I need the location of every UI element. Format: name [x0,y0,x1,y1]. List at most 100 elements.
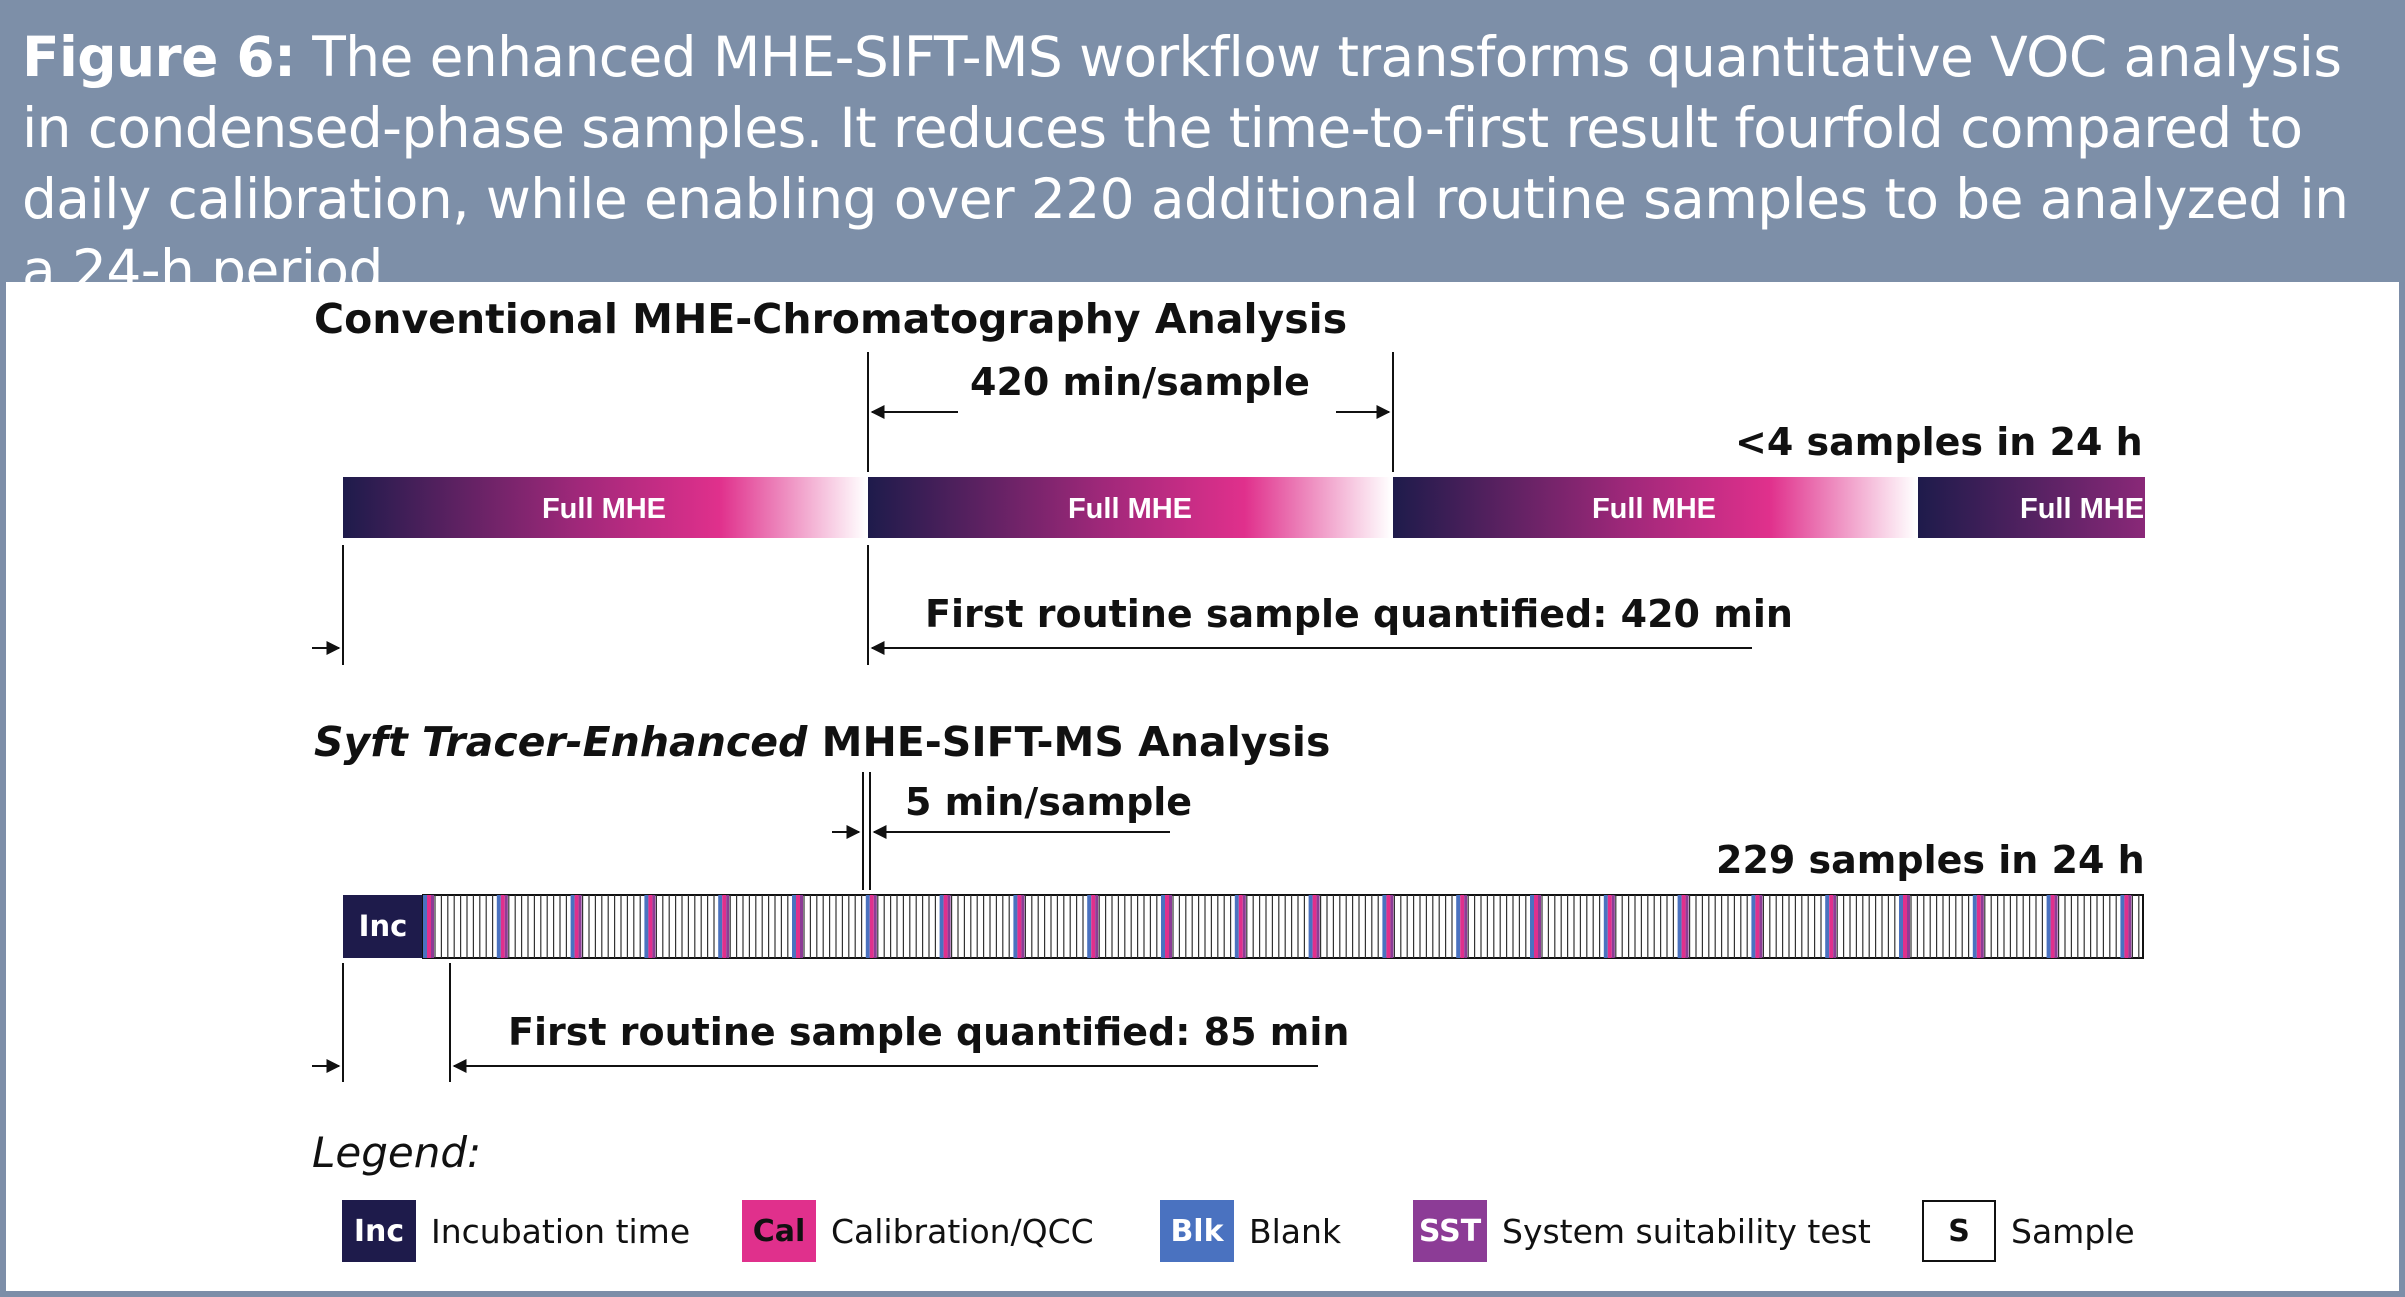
mhe-segment-2 [868,477,1391,538]
legend-swatch-cal: Cal [742,1200,816,1262]
conventional-per-sample: 420 min/sample [970,360,1310,404]
legend-swatch-blk: Blk [1160,1200,1234,1262]
sst-mark [873,895,877,958]
blank-mark [718,895,723,958]
blank-mark [1603,895,1608,958]
calibration-mark [1091,895,1096,958]
calibration-mark [1681,895,1686,958]
sst-mark [2054,895,2058,958]
mhe-segment-4 [1918,477,2145,538]
blank-mark [1382,895,1387,958]
calibration-mark [943,895,948,958]
legend-swatch-sample: S [1922,1200,1996,1262]
blank-mark [1161,895,1165,958]
calibration-mark [1460,895,1465,958]
sst-mark [947,895,951,958]
sift-dimensions [312,772,1318,1082]
sst-mark [1907,895,1910,958]
blank-mark [1530,895,1534,958]
blank-mark [496,895,501,958]
sst-mark [1759,895,1763,958]
sst-mark [1390,895,1394,958]
calibration-mark [1607,895,1612,958]
sst-mark [1538,895,1541,958]
blank-mark [1234,895,1239,958]
sst-mark [2128,895,2132,958]
calibration-mark [500,895,505,958]
mhe-label-1: Full MHE [542,493,666,525]
sst-mark [1464,895,1468,958]
calibration-mark [1386,895,1391,958]
legend-item-calibration: Cal Calibration/QCC [742,1200,1094,1262]
sift-title-rest: MHE-SIFT-MS Analysis [807,718,1331,766]
legend-swatch-inc: Inc [342,1200,416,1262]
legend-item-blank: Blk Blank [1160,1200,1341,1262]
calibration-mark [1829,895,1834,958]
calibration-mark [869,895,874,958]
incubation-label: Inc [359,909,408,943]
blank-mark [1456,895,1461,958]
calibration-mark [1165,895,1169,958]
sift-title-italic: Syft Tracer-Enhanced [314,718,808,766]
sst-mark [1021,895,1025,958]
calibration-mark [1903,895,1907,958]
blank-mark [792,895,796,958]
calibration-mark [1017,895,1022,958]
sst-mark [1242,895,1246,958]
blank-mark [1677,895,1682,958]
blank-mark [1825,895,1830,958]
sst-mark [504,895,508,958]
sift-bar: Inc [343,894,2144,959]
calibration-mark [1976,895,1981,958]
calibration-mark [796,895,800,958]
mhe-label-2: Full MHE [1068,493,1192,525]
sst-mark [431,895,434,958]
sst-mark [578,895,582,958]
calibration-mark [1238,895,1243,958]
conventional-first-result: First routine sample quantified: 420 min [925,592,1793,636]
sst-mark [1685,895,1689,958]
legend-label-sst: System suitability test [1502,1211,1871,1251]
incubation-block [343,895,423,958]
blank-mark [570,895,575,958]
blank-mark [1013,895,1018,958]
legend-label-cal: Calibration/QCC [831,1211,1094,1251]
calibration-mark [648,895,653,958]
mhe-label-4: Full MHE [2020,493,2144,525]
sst-mark [1169,895,1172,958]
caption-band: Figure 6: The enhanced MHE-SIFT-MS workf… [0,0,2405,302]
calibration-mark [722,895,727,958]
sift-first-result: First routine sample quantified: 85 min [508,1010,1350,1054]
calibration-mark [1312,895,1317,958]
mhe-segment-1 [343,477,866,538]
calibration-mark [2050,895,2055,958]
conventional-bar: Full MHE Full MHE Full MHE Full MHE [343,477,2145,538]
conventional-throughput: <4 samples in 24 h [1735,420,2143,464]
sst-mark [1611,895,1615,958]
legend-swatch-sst: SST [1413,1200,1487,1262]
blank-mark [1972,895,1977,958]
sst-mark [652,895,656,958]
conventional-dimensions [312,352,1752,665]
caption-text: The enhanced MHE-SIFT-MS workflow transf… [22,25,2349,302]
sst-mark [726,895,730,958]
sst-mark [800,895,803,958]
blank-mark [1899,895,1903,958]
sample-strip [422,894,2144,959]
sift-throughput: 229 samples in 24 h [1716,838,2145,882]
conventional-title: Conventional MHE-Chromatography Analysis [314,295,1348,343]
blank-mark [1087,895,1092,958]
legend-item-sst: SST System suitability test [1413,1200,1871,1262]
blank-mark [644,895,649,958]
legend-label-blk: Blank [1249,1211,1342,1251]
sst-mark [1316,895,1320,958]
sst-mark [1095,895,1099,958]
blank-mark [1751,895,1756,958]
blank-mark [2120,895,2125,958]
blank-mark [865,895,870,958]
blank-mark [423,895,427,958]
legend-label-sample: Sample [2011,1211,2135,1251]
blank-mark [939,895,944,958]
caption-label: Figure 6: [22,25,296,89]
